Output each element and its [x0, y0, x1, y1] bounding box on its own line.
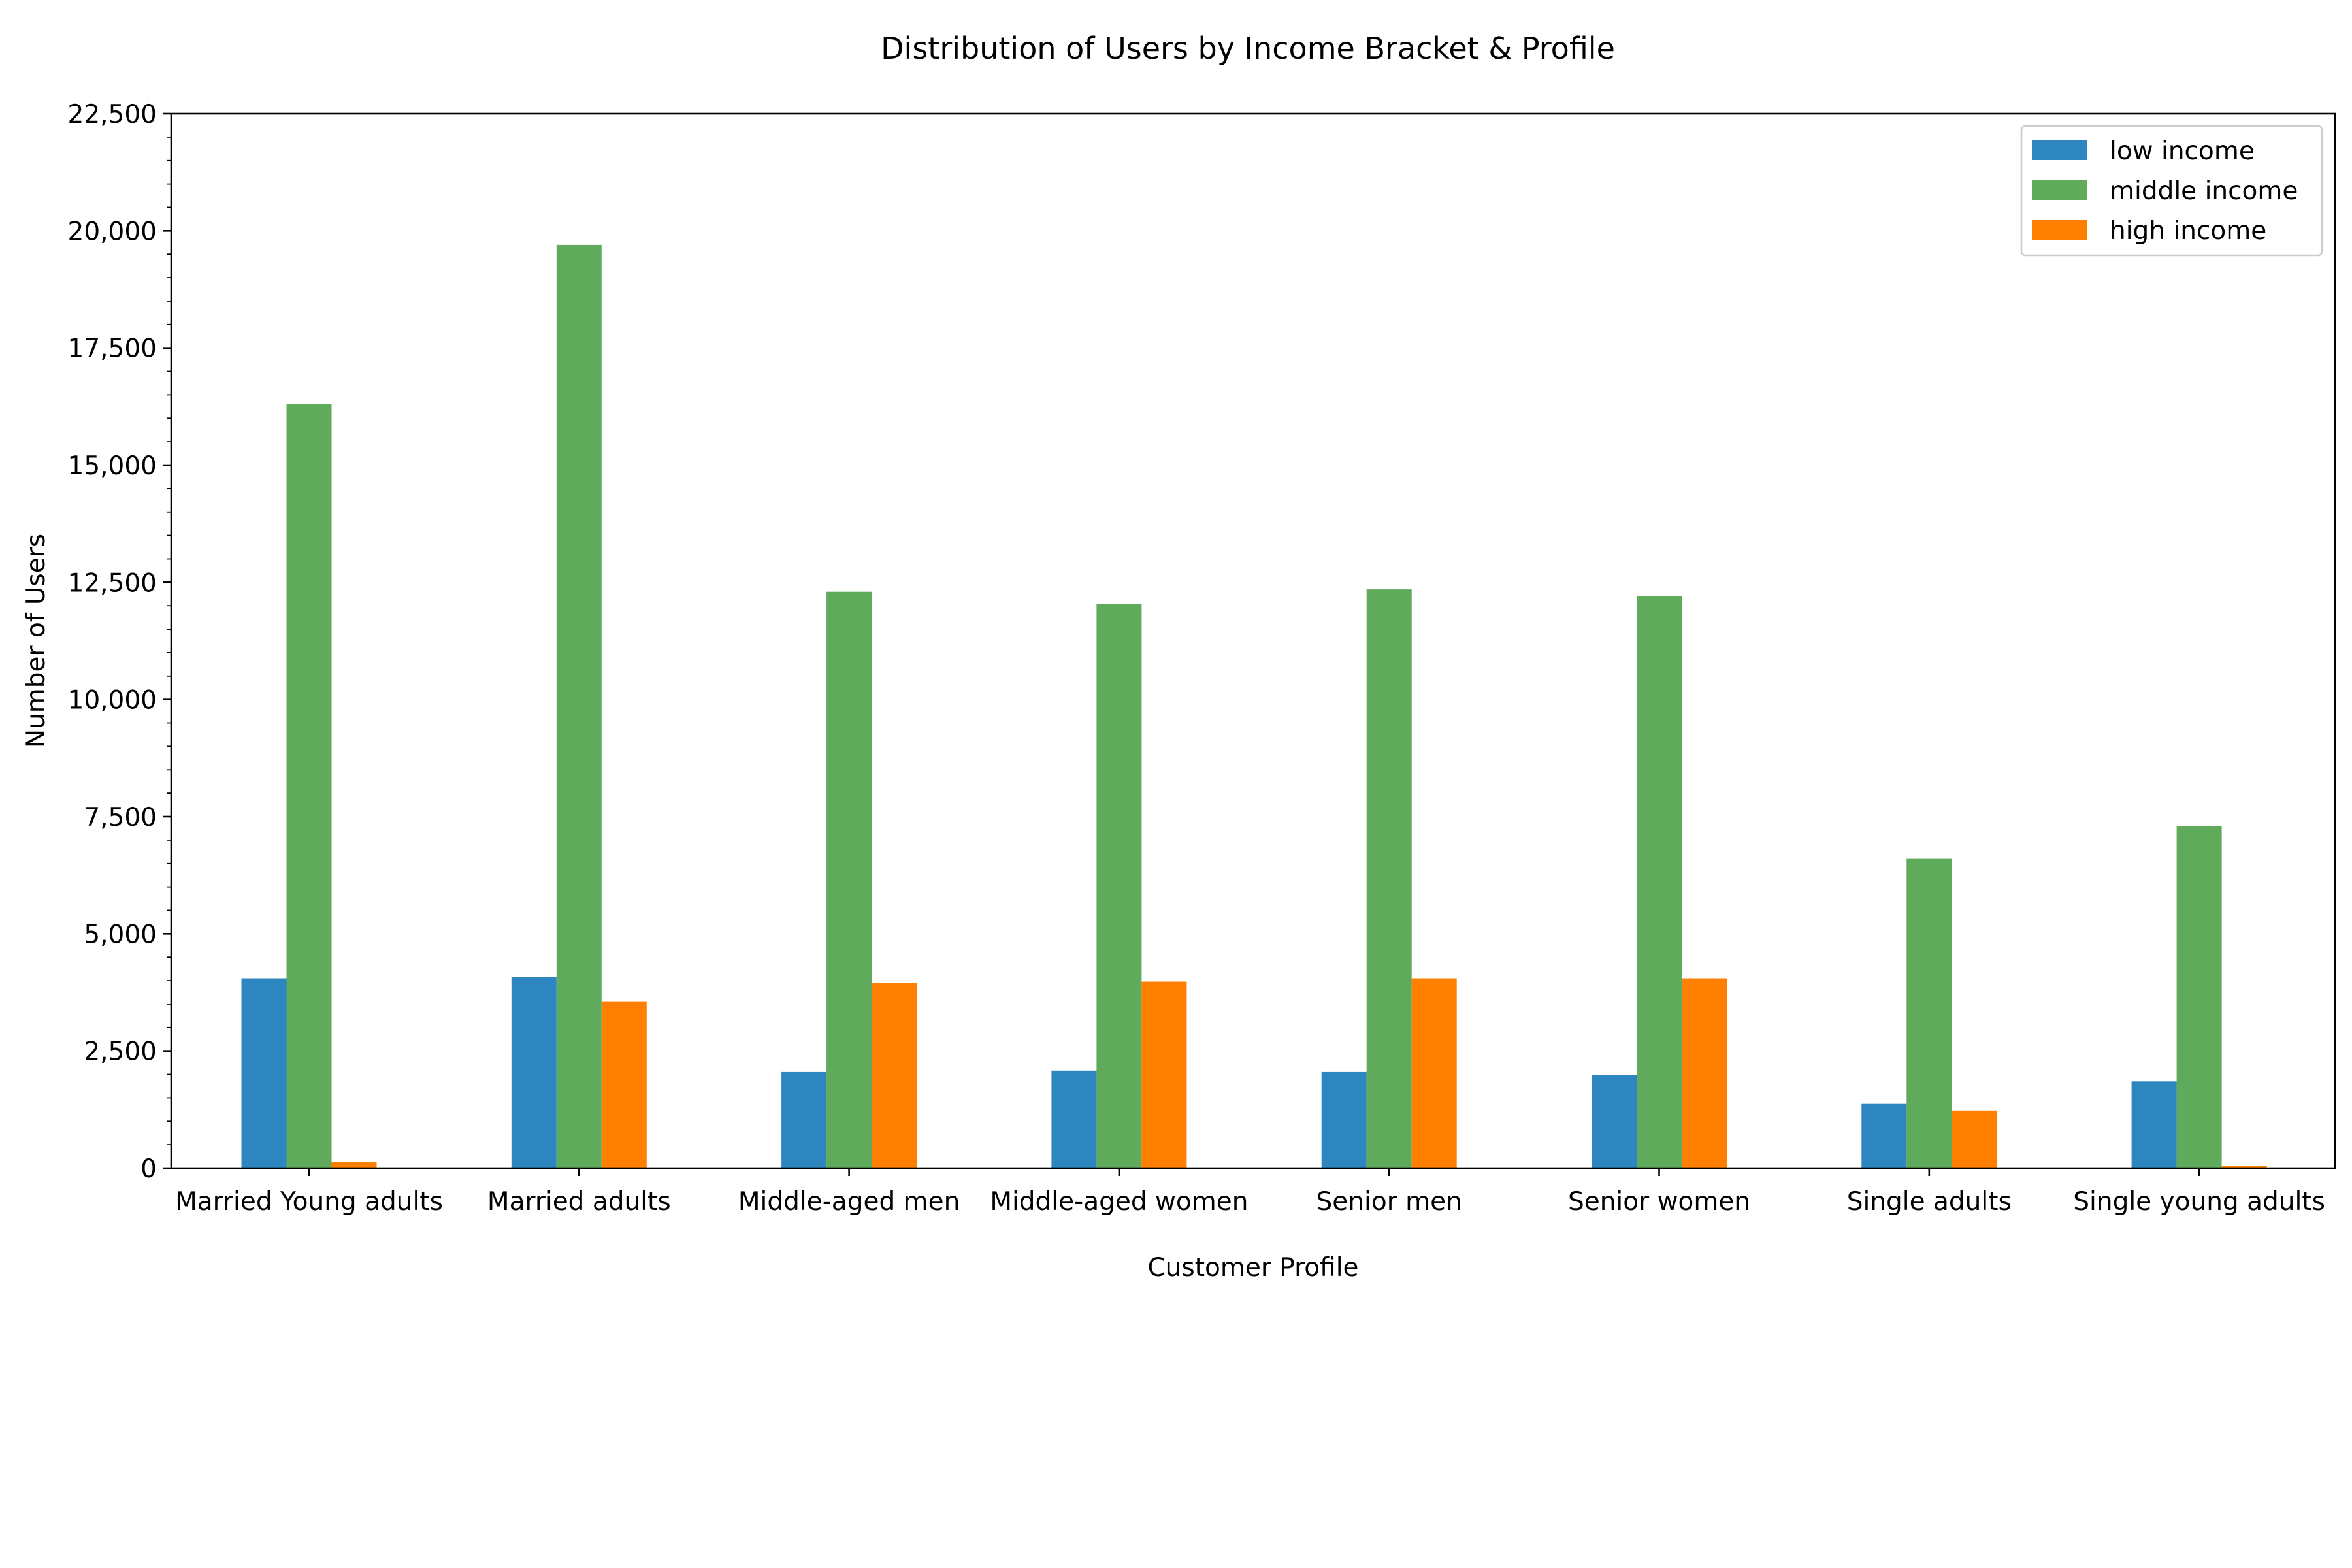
bar-high-income-5 — [1682, 978, 1727, 1168]
x-axis: Married Young adults Married adults Middle… — [175, 1168, 2325, 1217]
bar-low-income-0 — [241, 978, 287, 1168]
bar-middle-income-2 — [826, 591, 872, 1168]
bar-middle-income-4 — [1366, 589, 1412, 1168]
chart-title: Distribution of Users by Income Bracket … — [881, 31, 1615, 66]
bar-middle-income-7 — [2176, 826, 2222, 1168]
y-axis-label: Number of Users — [22, 534, 51, 748]
x-tick-label: Middle-aged men — [738, 1187, 960, 1217]
bar-middle-income-3 — [1096, 604, 1142, 1168]
x-tick-label: Married Young adults — [175, 1187, 443, 1217]
legend: low income middle income high income — [2020, 125, 2323, 257]
bar-high-income-3 — [1141, 981, 1187, 1168]
x-tick-label: Single adults — [1847, 1187, 2012, 1217]
bar-low-income-5 — [1592, 1075, 1637, 1168]
y-tick-label: 5,000 — [84, 920, 157, 949]
legend-swatch-middle-income — [2032, 180, 2087, 200]
y-tick-label: 22,500 — [68, 100, 157, 129]
y-tick-label: 15,000 — [68, 451, 157, 481]
legend-label-middle-income: middle income — [2110, 176, 2298, 206]
x-tick-label: Single young adults — [2073, 1187, 2325, 1217]
bar-high-income-1 — [601, 1001, 647, 1168]
bar-high-income-4 — [1411, 978, 1457, 1168]
bars-group — [241, 244, 2267, 1169]
x-axis-label: Customer Profile — [1147, 1253, 1358, 1282]
bar-middle-income-5 — [1637, 596, 1682, 1168]
x-tick-label: Middle-aged women — [990, 1187, 1248, 1217]
bar-high-income-0 — [331, 1162, 377, 1168]
y-tick-label: 20,000 — [68, 217, 157, 246]
x-tick-label: Married adults — [487, 1187, 671, 1217]
legend-label-high-income: high income — [2110, 216, 2266, 246]
bar-low-income-7 — [2131, 1081, 2177, 1168]
bar-low-income-1 — [511, 977, 557, 1168]
y-tick-label: 12,500 — [68, 568, 157, 598]
y-tick-label: 17,500 — [68, 335, 157, 364]
bar-low-income-3 — [1051, 1070, 1097, 1168]
legend-frame — [2020, 125, 2323, 257]
bar-high-income-2 — [872, 983, 917, 1168]
bar-low-income-4 — [1321, 1071, 1367, 1168]
legend-swatch-low-income — [2032, 140, 2087, 160]
bar-middle-income-1 — [556, 244, 602, 1168]
bar-high-income-6 — [1952, 1110, 1997, 1168]
plot-frame — [170, 112, 2336, 1169]
y-tick-label: 10,000 — [68, 686, 157, 715]
legend-label-low-income: low income — [2110, 137, 2255, 166]
y-tick-label: 7,500 — [84, 803, 157, 832]
y-tick-label: 2,500 — [84, 1037, 157, 1067]
bar-high-income-7 — [2221, 1166, 2267, 1168]
x-tick-label: Senior women — [1568, 1187, 1750, 1217]
bar-middle-income-6 — [1906, 858, 1952, 1168]
bar-low-income-2 — [781, 1071, 827, 1168]
x-tick-label: Senior men — [1316, 1187, 1462, 1217]
y-axis: 0 2,500 5,000 7,500 10,000 12,500 15,000 17,500… — [68, 100, 171, 1184]
legend-swatch-high-income — [2032, 220, 2087, 240]
bar-low-income-6 — [1861, 1103, 1907, 1168]
y-tick-label: 0 — [140, 1154, 157, 1184]
bar-middle-income-0 — [286, 404, 332, 1169]
